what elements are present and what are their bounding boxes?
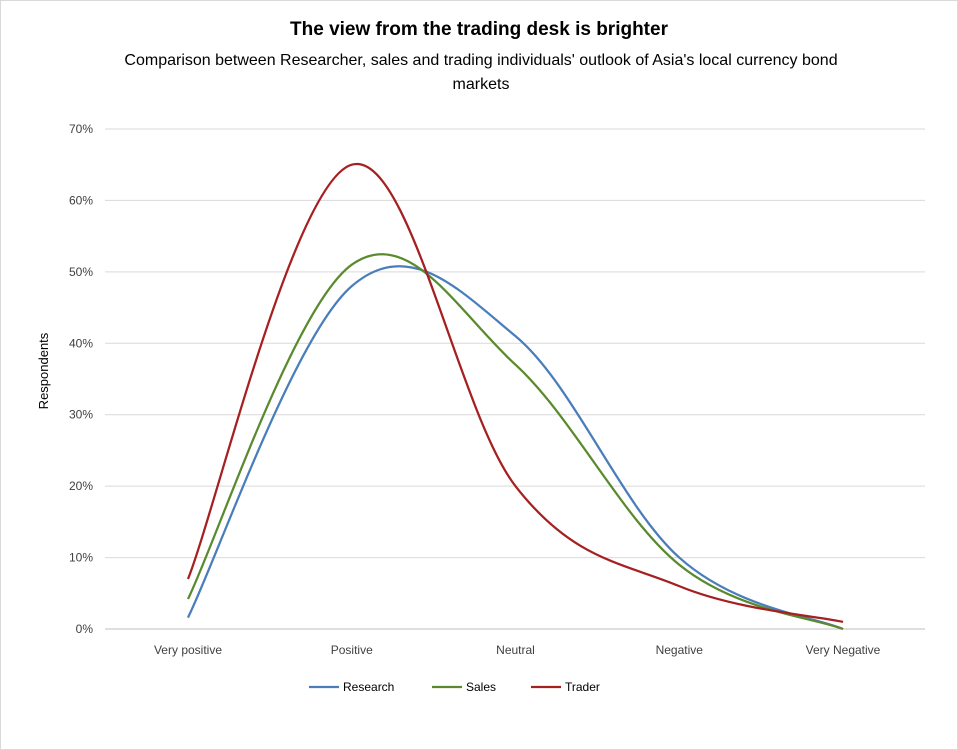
y-tick-label: 0% [76,622,94,636]
x-tick-label: Positive [331,643,373,657]
legend-label-research: Research [343,680,394,694]
y-tick-label: 50% [69,265,93,279]
series-line-research [186,265,844,631]
x-tick-label: Negative [656,643,704,657]
y-tick-label: 20% [69,479,93,493]
y-tick-label: 10% [69,551,93,565]
y-axis-label: Respondents [36,332,51,409]
legend-label-trader: Trader [565,680,600,694]
series-line-trader [186,163,844,623]
chart-subtitle: Comparison between Researcher, sales and… [124,52,838,93]
x-tick-label: Very positive [154,643,222,657]
y-tick-label: 30% [69,408,93,422]
y-tick-label: 70% [69,122,93,136]
y-tick-label: 40% [69,336,93,350]
y-tick-label: 60% [69,193,93,207]
legend-label-sales: Sales [466,680,496,694]
x-tick-label: Neutral [496,643,535,657]
chart-title: The view from the trading desk is bright… [290,19,668,40]
x-tick-label: Very Negative [806,643,881,657]
series-line-sales [186,253,844,631]
